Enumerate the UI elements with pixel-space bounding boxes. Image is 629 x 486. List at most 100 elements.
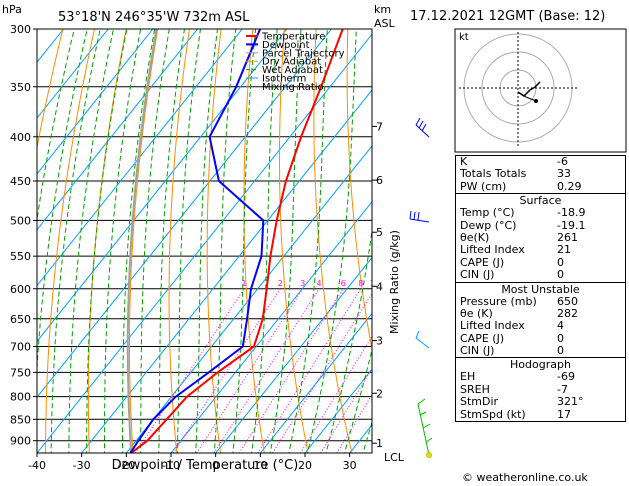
surface-rows: Temp (°C) -18.9 Dewp (°C) -19.1 θe(K) 261 Lift… [456, 206, 625, 281]
temp-tick-label: -20 [117, 459, 135, 472]
surface-label: CAPE (J) [460, 255, 505, 269]
most-unstable-rows: Pressure (mb) 650 θe (K) 282 Lifted Index 4 CA… [456, 294, 625, 358]
hodograph-section: Hodograph EH -69 SREH -7 StmDir 321° StmSpd (k… [456, 357, 625, 421]
copyright: © weatheronline.co.uk [462, 471, 588, 484]
most-unstable-section: Most Unstable Pressure (mb) 650 θe (K) 282 L… [456, 281, 625, 358]
x-axis-label: Dewpoint / Temperature (°C) [112, 458, 299, 473]
mixing-ratio-label: 4 [317, 279, 322, 288]
pressure-tick-label: 650 [10, 313, 31, 326]
km-tick-label: 3 [376, 335, 383, 348]
hodograph-row: StmDir 321° [456, 395, 625, 409]
most-unstable-value: 650 [557, 294, 578, 308]
temp-tick-label: 10 [253, 459, 267, 472]
isotherm-line [215, 256, 372, 453]
index-label: PW (cm) [460, 179, 507, 193]
hodograph-rows: EH -69 SREH -7 StmDir 321° StmSpd (kt) 17 [456, 371, 625, 421]
mixing-ratio-label: 20 [415, 279, 425, 288]
km-tick-label: 7 [376, 120, 383, 133]
wet-adiabat-line [140, 29, 170, 453]
index-label: K [460, 155, 468, 168]
surface-value: 21 [557, 243, 571, 257]
surface-value: 261 [557, 230, 578, 244]
wet-adiabat-line [37, 29, 75, 223]
hodograph-row: SREH -7 [456, 382, 625, 396]
hodograph-label: SREH [460, 382, 490, 396]
surface-row: Dewp (°C) -19.1 [456, 219, 625, 232]
mixing-ratio-line [320, 367, 372, 453]
km-tick-label: 6 [376, 174, 383, 187]
asl-label: ASL [374, 17, 396, 30]
hodograph-row: StmSpd (kt) 17 [456, 408, 625, 421]
surface-row: Lifted Index 21 [456, 243, 625, 257]
most-unstable-label: CIN (J) [460, 344, 495, 358]
wet-adiabat-line [362, 420, 372, 453]
hodograph-storm-marker [534, 99, 538, 103]
most-unstable-value: 282 [557, 306, 578, 320]
pressure-tick-label: 450 [10, 175, 31, 188]
mixing-ratio-line [196, 288, 304, 453]
hodograph-row: EH -69 [456, 371, 625, 384]
most-unstable-row: CIN (J) 0 [456, 344, 625, 358]
surface-row: Temp (°C) -18.9 [456, 206, 625, 220]
dry-adiabat-line [37, 29, 64, 150]
plot-frame [36, 28, 373, 454]
most-unstable-label: Pressure (mb) [460, 294, 537, 308]
lcl-label: LCL [384, 451, 405, 464]
legend-label: Parcel Trajectory [262, 48, 345, 59]
mixing-ratio-line [272, 292, 372, 453]
hodograph-title: Hodograph [510, 358, 571, 372]
mixing-ratio-label: 10 [370, 279, 380, 288]
surface-row: θe(K) 261 [456, 230, 625, 244]
temp-tick-label: 0 [212, 459, 219, 472]
wet-adiabat-line [250, 29, 278, 453]
index-label: Totals Totals [460, 167, 527, 181]
index-value: 33 [557, 167, 571, 181]
temp-tick-label: 30 [343, 459, 357, 472]
km-tick-label: 5 [376, 226, 383, 239]
surface-value: -18.9 [557, 206, 586, 220]
hodograph-value: 321° [557, 395, 584, 409]
most-unstable-row: Pressure (mb) 650 [456, 294, 625, 308]
most-unstable-row: CAPE (J) 0 [456, 332, 625, 345]
profiles [126, 29, 344, 453]
indices-rows: K -6 Totals Totals 33 PW (cm) 0.29 [456, 155, 625, 193]
legend-label: Dewpoint [262, 40, 310, 51]
wet-adiabat-line [325, 227, 372, 453]
legend-label: Mixing Ratio [262, 82, 324, 93]
pressure-tick-label: 900 [10, 435, 31, 448]
mixing-ratio-label: 25 [431, 279, 441, 288]
pressure-tick-label: 350 [10, 81, 31, 94]
mixing-ratio-line [213, 288, 320, 453]
pressure-tick-label: 400 [10, 131, 31, 144]
most-unstable-row: θe (K) 282 [456, 306, 625, 320]
wet-adiabat-line [232, 29, 257, 453]
hodograph: kt [454, 28, 627, 153]
dry-adiabat-line [168, 29, 190, 453]
most-unstable-row: Lifted Index 4 [456, 319, 625, 333]
dry-adiabat-line [313, 29, 353, 453]
index-value: -6 [557, 155, 568, 168]
hodograph-label: StmDir [460, 395, 499, 409]
wind-barb-400 [415, 117, 430, 138]
most-unstable-value: 4 [557, 319, 564, 333]
wet-adiabat-line [306, 29, 357, 453]
wet-adiabat-line [50, 29, 101, 453]
surface-row: CIN (J) 0 [456, 268, 625, 281]
surface-value: 0 [557, 255, 564, 269]
index-row: PW (cm) 0.29 [456, 179, 625, 193]
isotherm-line [37, 29, 109, 119]
isotherm-line [37, 29, 332, 398]
isotherm-line [37, 29, 243, 287]
mixing-ratio-label: 3 [300, 279, 305, 288]
surface-label: θe(K) [460, 230, 490, 244]
isotherm-line [170, 200, 372, 453]
legend-label: Dry Adiabat [262, 57, 321, 68]
wind-barb-700 [415, 330, 430, 349]
surface-row: CAPE (J) 0 [456, 255, 625, 269]
hpa-label: hPa [2, 3, 22, 16]
dry-adiabat-line [129, 29, 159, 453]
dry-adiabat-line [45, 29, 95, 453]
wet-adiabat-line [158, 29, 185, 453]
